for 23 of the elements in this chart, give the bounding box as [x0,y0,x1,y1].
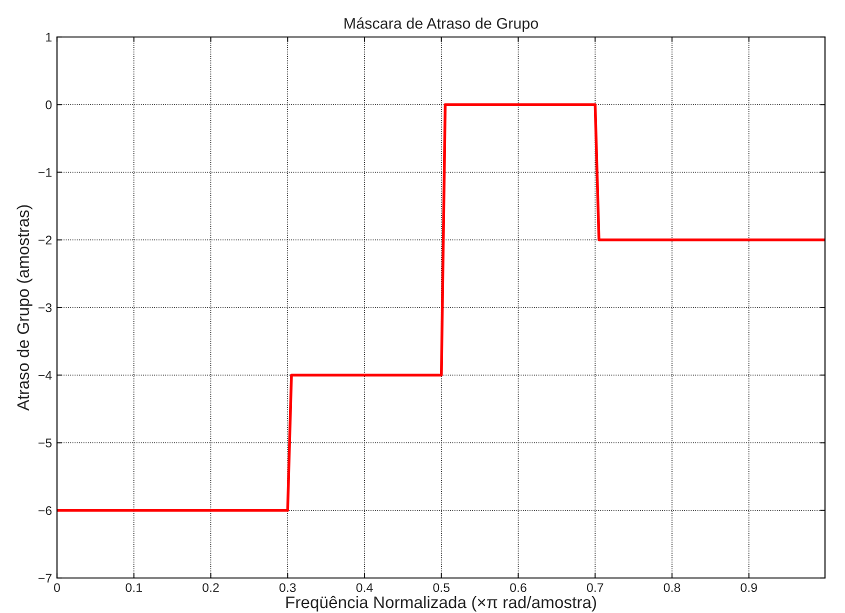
x-tick-label: 0.7 [586,583,604,592]
x-tick-label: 0.9 [740,583,757,592]
x-tick-label: 0.2 [202,583,219,592]
y-tick-label: −3 [38,303,52,312]
x-tick-label: 0.1 [126,583,142,592]
x-tick-label: 0.8 [664,583,680,592]
y-tick-label: −7 [38,574,52,583]
y-tick-label: −2 [38,236,52,244]
y-tick-label: 0 [46,100,52,110]
x-tick-label: 0.3 [279,583,296,592]
y-axis-title: Atraso de Grupo (amostras) [16,205,32,411]
y-tick-label: −6 [38,506,52,516]
y-tick-label: 1 [46,32,52,42]
y-tick-label: −4 [38,371,52,380]
x-tick-label: 0.4 [356,583,373,592]
x-tick-label: 0 [54,583,60,592]
x-tick-label: 0.5 [433,583,450,592]
x-tick-label: 0.6 [510,583,526,592]
chart-title: Máscara de Atraso de Grupo [344,17,538,32]
line-series [57,103,825,512]
x-axis-title: Freqüência Normalizada (×π rad/amostra) [286,596,596,612]
y-tick-label: −1 [38,168,52,177]
y-tick-label: −5 [38,438,52,448]
